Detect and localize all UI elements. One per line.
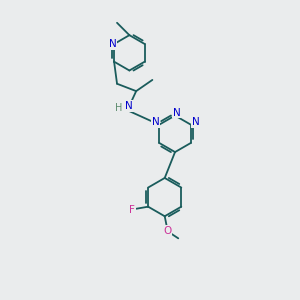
Text: O: O — [163, 226, 171, 236]
Text: N: N — [125, 101, 133, 111]
Text: F: F — [129, 205, 135, 215]
Text: N: N — [192, 117, 200, 127]
Text: N: N — [152, 117, 160, 127]
Text: N: N — [109, 39, 116, 49]
Text: H: H — [116, 103, 123, 113]
Text: N: N — [172, 108, 180, 118]
